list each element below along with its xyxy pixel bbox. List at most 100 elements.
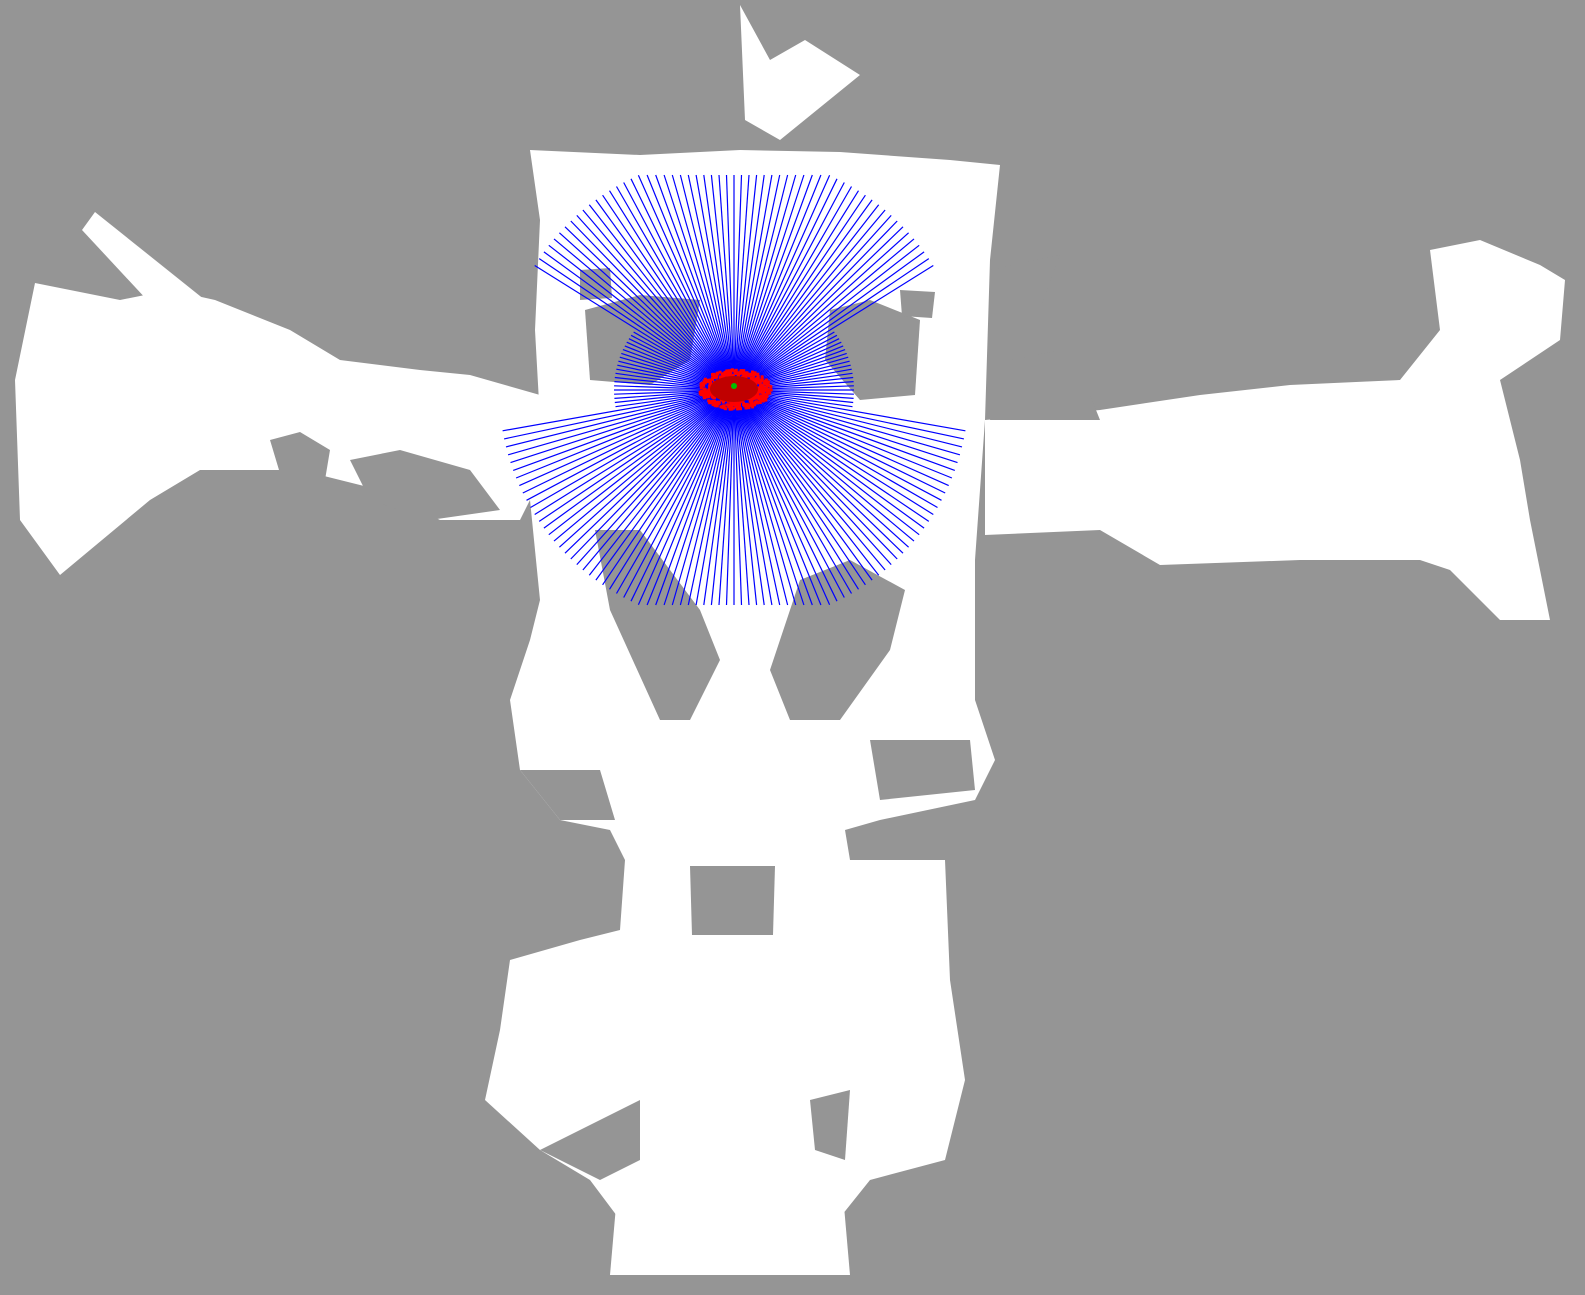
particle [752, 379, 756, 383]
particle [763, 396, 767, 400]
particle [702, 396, 706, 400]
laser-beam [733, 389, 920, 536]
particle [734, 368, 738, 372]
laser-beam [733, 178, 838, 391]
particle [718, 375, 722, 379]
laser-beam [630, 389, 735, 602]
particle [739, 407, 742, 411]
particle [744, 406, 748, 410]
particle [699, 384, 703, 388]
laser-beam [623, 182, 735, 391]
laser-beam [733, 389, 845, 598]
particle [716, 400, 720, 404]
particle [703, 377, 707, 381]
particle [699, 382, 703, 386]
laser-beam [582, 209, 735, 391]
laser-beam [733, 389, 765, 606]
robot-pose-marker[interactable] [731, 383, 737, 389]
laser-beam [733, 389, 789, 606]
particle [711, 403, 715, 407]
particle [715, 404, 719, 408]
laser-beam [733, 389, 743, 606]
particle [712, 396, 716, 400]
particle [762, 381, 766, 384]
particle [713, 376, 717, 380]
laser-beam [538, 389, 735, 522]
laser-beam [570, 220, 735, 391]
particle [709, 378, 712, 382]
laser-beam [679, 389, 735, 606]
particle [766, 380, 770, 384]
laser-beam [687, 389, 735, 606]
laser-beam [733, 389, 963, 448]
laser-beam [695, 174, 735, 391]
particle [714, 403, 718, 407]
particle [763, 382, 767, 386]
particle [707, 378, 711, 382]
particle [699, 386, 703, 390]
particle [702, 387, 706, 391]
particle [731, 374, 735, 377]
particle [721, 400, 725, 404]
laser-beam [687, 174, 735, 391]
laser-beam [725, 389, 735, 606]
particle [713, 399, 716, 403]
laser-beam [733, 389, 956, 471]
laser-beam [733, 389, 805, 606]
laser-beam [733, 389, 938, 509]
laser-beam [502, 389, 735, 432]
particle [704, 393, 708, 397]
particle [765, 386, 768, 390]
obstacle-right-notch [870, 740, 975, 800]
particle [764, 378, 768, 382]
laser-beam [646, 174, 735, 391]
laser-beam [733, 182, 845, 391]
laser-beam [564, 389, 735, 554]
free-region-east-corridor [985, 240, 1565, 620]
particle [729, 371, 733, 375]
laser-beam [718, 389, 735, 606]
laser-beam [733, 244, 920, 391]
particle [726, 372, 730, 376]
particle [700, 389, 704, 393]
obstacle-left-notch [520, 770, 615, 820]
particle [754, 372, 757, 376]
particle [745, 372, 749, 375]
laser-beam [733, 174, 773, 391]
laser-beam [733, 389, 838, 602]
obstacle-square [690, 866, 775, 935]
particle [720, 372, 724, 376]
laser-beam [630, 178, 735, 391]
particle [733, 369, 737, 373]
particle [724, 407, 728, 411]
particle [760, 397, 764, 401]
particle [729, 405, 733, 409]
particle [761, 388, 765, 392]
obstacle-west-strip [270, 432, 330, 510]
particle [711, 377, 714, 381]
laser-beam [733, 204, 880, 391]
particle [752, 396, 755, 400]
particle [756, 376, 760, 380]
laser-beam [733, 251, 925, 391]
particle [750, 403, 753, 407]
particle [709, 393, 712, 397]
laser-beam [646, 389, 735, 606]
laser-beam [733, 264, 934, 391]
particle [744, 403, 748, 406]
particle [727, 369, 731, 373]
laser-beam [582, 389, 735, 571]
obstacle-east-lower [990, 350, 1100, 420]
obstacle-south-right [810, 1090, 850, 1160]
particle [737, 371, 741, 375]
particle [730, 368, 734, 372]
particle [702, 379, 706, 383]
laser-beam [733, 389, 910, 548]
free-region-south-fringe [610, 1160, 850, 1275]
particle [751, 376, 755, 380]
laser-beam [564, 226, 735, 391]
particle [712, 372, 716, 376]
laser-beam [733, 238, 915, 391]
particle [722, 374, 726, 378]
